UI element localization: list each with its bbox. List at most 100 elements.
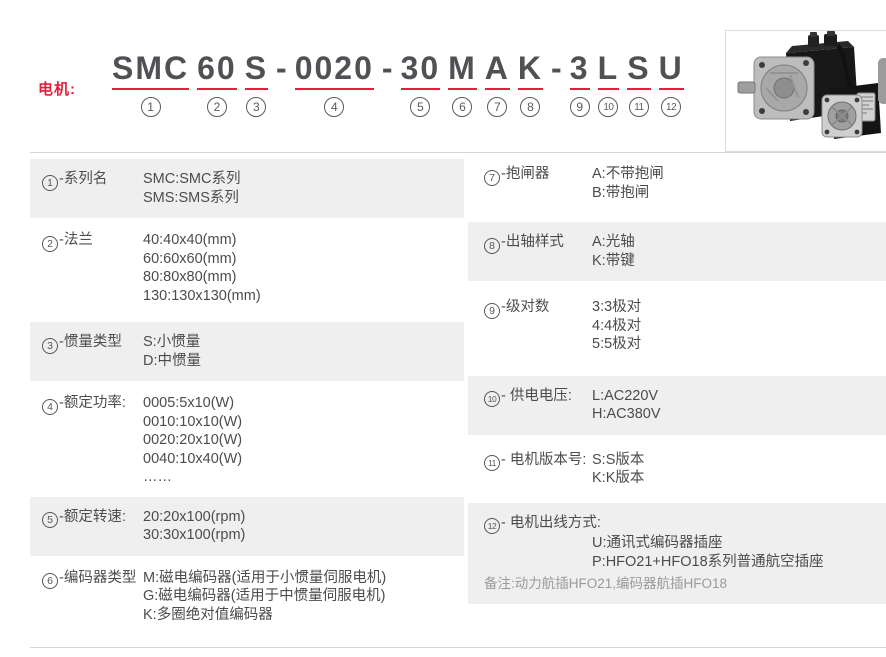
spec-value-line: 3:3极对 [592, 299, 642, 315]
spec-value-line: A:光轴 [592, 234, 635, 250]
spec-values: A:光轴 K:带键 [592, 233, 886, 270]
segment-number-badge: 6 [452, 97, 473, 117]
spec-value-line: 4:4极对 [592, 317, 642, 334]
spec-label: 10- 供电电压: [484, 387, 592, 424]
model-segment: M 6 [448, 50, 477, 117]
header-divider [30, 152, 886, 153]
segment-number-badge: 7 [487, 97, 508, 117]
spec-note: 备注:动力航插HFO21,编码器航插HFO18 [484, 576, 728, 592]
spec-row: 5 -额定转速: 20:20x100(rpm) 30:30x100(rpm) [30, 496, 464, 556]
spec-values: 0005:5x10(W) 0010:10x10(W) 0020:20x10(W) 00… [143, 394, 464, 487]
spec-value-line: B:带抱闸 [592, 184, 650, 201]
spec-values: L:AC220V H:AC380V [592, 387, 886, 424]
spec-row: 11- 电机版本号: S:S版本 K:K版本 [468, 451, 886, 488]
spec-value-line: D:中惯量 [143, 352, 201, 369]
segment-number-badge: 9 [569, 97, 590, 117]
model-segment: 30 5 [400, 50, 441, 117]
spec-label-text: -出轴样式 [501, 234, 564, 250]
spec-label-text: - 供电电压: [501, 387, 572, 404]
model-segment: - [551, 50, 562, 86]
spec-value-line: H:AC380V [592, 406, 661, 422]
spec-value-line: 80:80x80(mm) [143, 269, 237, 285]
segment-number-badge: 5 [410, 97, 431, 117]
segment-number-badge: 2 [206, 97, 227, 117]
servo-motor-photo [725, 30, 886, 152]
row-number-badge: 1 [42, 174, 58, 191]
spec-value-line: K:K版本 [592, 470, 645, 486]
spec-label-text: -级对数 [501, 299, 550, 315]
spec-row: 2 -法兰 40:40x40(mm) 60:60x60(mm) 80:80x80(mm… [30, 231, 464, 305]
spec-values: A:不带抱闸 B:带抱闸 [592, 165, 886, 202]
segment-underline [112, 88, 190, 90]
model-segment: K 8 [517, 50, 544, 117]
spec-row: 6 -编码器类型 M:磁电编码器(适用于小惯量伺服电机) G:磁电编码器(适用于中惯… [30, 569, 464, 625]
row-number-badge: 3 [42, 337, 58, 354]
segment-underline [448, 88, 477, 90]
segment-underline [517, 88, 544, 90]
spec-label-text: -额定转速: [59, 508, 126, 525]
edge-toggle-tab[interactable] [878, 58, 886, 104]
spec-label-text: -系列名 [59, 171, 108, 187]
spec-values: S:S版本 K:K版本 [592, 451, 886, 488]
spec-values: 20:20x100(rpm) 30:30x100(rpm) [143, 508, 464, 545]
spec-row: 4 -额定功率: 0005:5x10(W) 0010:10x10(W) 0020:20… [30, 394, 464, 487]
footer-divider [30, 647, 886, 648]
spec-value-line: 130:130x130(mm) [143, 287, 261, 304]
spec-value-line: SMC:SMC系列 [143, 171, 241, 187]
spec-value-line: L:AC220V [592, 387, 659, 404]
spec-label: 2 -法兰 [42, 231, 143, 305]
spec-label: 4 -额定功率: [42, 394, 143, 487]
spec-value-line: …… [143, 469, 172, 485]
row-number-badge: 10 [484, 391, 500, 408]
spec-values: M:磁电编码器(适用于小惯量伺服电机) G:磁电编码器(适用于中惯量伺服电机) K:… [143, 569, 464, 625]
spec-value-line: S:S版本 [592, 451, 645, 468]
spec-value-line: 0005:5x10(W) [143, 395, 235, 411]
row-number-badge: 9 [484, 302, 500, 319]
spec-value-line: M:磁电编码器(适用于小惯量伺服电机) [143, 569, 387, 586]
spec-label-text: -额定功率: [59, 395, 126, 411]
model-segment: S 3 [244, 50, 269, 117]
segment-number-badge: 1 [140, 97, 161, 117]
spec-label: 1 -系列名 [42, 170, 143, 207]
model-segment: 60 2 [197, 50, 237, 117]
spec-value-line: 0040:10x40(W) [143, 450, 243, 467]
segment-number-badge: 8 [520, 97, 541, 117]
model-segment: A 7 [484, 50, 510, 117]
model-segment: - [276, 50, 287, 86]
spec-value-line: 0020:20x10(W) [143, 432, 243, 448]
row-number-badge: 8 [484, 237, 500, 254]
model-segment-text: A [484, 50, 510, 86]
model-segment-text: S [627, 50, 651, 86]
spec-label: 5 -额定转速: [42, 508, 143, 545]
spec-label: 3 -惯量类型 [42, 333, 143, 370]
servo-motor-illustration [726, 31, 886, 151]
spec-values: U:通讯式编码器插座 P:HFO21+HFO18系列普通航空插座 [592, 534, 886, 571]
segment-underline [627, 88, 651, 90]
model-segment-text: SMC [112, 50, 190, 86]
model-segment-text: 3 [569, 50, 590, 86]
model-segment: S 11 [627, 50, 651, 117]
spec-row: 1 -系列名 SMC:SMC系列 SMS:SMS系列 [30, 159, 464, 218]
spec-row: 9 -级对数 3:3极对 4:4极对 5:5极对 [468, 298, 886, 354]
spec-table: 1 -系列名 SMC:SMC系列 SMS:SMS系列 2 -法兰 40:40x40(m… [30, 159, 886, 637]
model-segment: 3 9 [569, 50, 590, 117]
segment-number-badge: 4 [324, 97, 345, 117]
segment-underline [197, 88, 237, 90]
model-segment-text: - [276, 50, 287, 86]
spec-value-line: K:多圈绝对值编码器 [143, 606, 273, 623]
spec-values: S:小惯量 D:中惯量 [143, 333, 464, 370]
model-code: SMC 1 60 2 S 3 - 0020 4 - 30 5 M 6 A 7 K… [112, 50, 684, 117]
spec-label: 8 -出轴样式 [484, 233, 592, 270]
segment-underline [294, 88, 374, 90]
model-segment-text: 60 [197, 50, 237, 86]
model-segment-text: K [517, 50, 544, 86]
spec-value-line: P:HFO21+HFO18系列普通航空插座 [592, 553, 824, 570]
model-segment-text: U [658, 50, 684, 86]
spec-label-text: -惯量类型 [59, 334, 122, 350]
segment-underline [484, 88, 510, 90]
segment-underline [400, 88, 441, 90]
spec-values: 3:3极对 4:4极对 5:5极对 [592, 298, 886, 354]
spec-label: 7 -抱闸器 [484, 165, 592, 202]
spec-value-line: A:不带抱闸 [592, 166, 664, 182]
spec-value-line: 30:30x100(rpm) [143, 527, 246, 543]
